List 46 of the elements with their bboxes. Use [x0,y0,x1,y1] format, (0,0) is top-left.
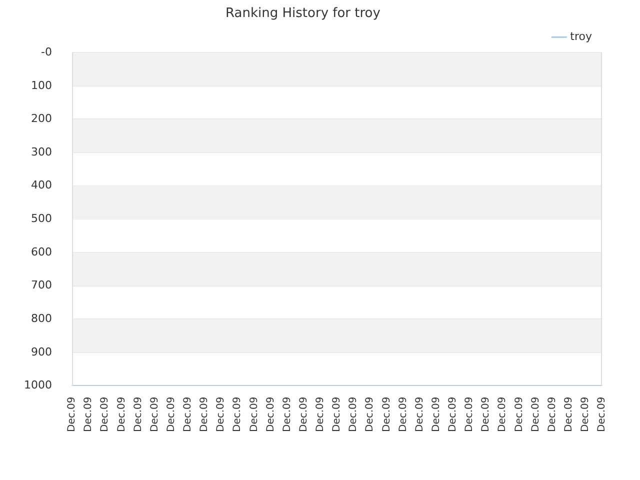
x-tick-label: Dec.09 [497,396,508,432]
x-tick-label: Dec.09 [414,396,426,432]
x-tick-label: Dec.09 [546,396,558,432]
x-tick-label: Dec.09 [596,396,608,432]
x-tick-label: Dec.09 [83,396,94,432]
y-tick-label: -0 [41,45,52,58]
x-tick-label: Dec.09 [448,396,459,432]
x-tick-label: Dec.09 [364,396,376,432]
y-tick-label: 1000 [24,378,52,392]
y-tick-label: 900 [30,345,52,358]
chart-title: Ranking History for troy [226,6,381,22]
x-tick-label: Dec.09 [430,396,442,432]
x-tick-label: Dec.09 [480,396,492,432]
x-tick-label: Dec.09 [248,396,260,432]
y-tick-label: 800 [30,312,52,325]
x-tick-label: Dec.09 [514,396,525,432]
y-tick-label: 100 [30,78,52,92]
y-tick-label: 300 [30,145,52,158]
x-tick-label: Dec.09 [282,396,293,432]
y-tick-label: 700 [30,278,52,292]
x-tick-label: Dec.09 [464,396,476,432]
y-tick-label: 500 [30,212,52,226]
x-tick-label: Dec.09 [265,396,276,432]
x-tick-label: Dec.09 [381,396,392,432]
x-tick-label: Dec.09 [563,396,574,432]
x-tick-label: Dec.09 [298,396,310,432]
x-tick-label: Dec.09 [332,396,343,432]
x-tick-label: Dec.09 [232,396,244,432]
x-tick-label: Dec.09 [149,396,160,432]
x-tick-label: Dec.09 [100,396,111,432]
legend-label: troy [570,30,592,43]
x-tick-label: Dec.09 [66,396,78,432]
x-tick-label: Dec.09 [166,396,177,432]
x-tick-label: Dec.09 [199,396,210,432]
y-tick-label: 600 [30,245,52,258]
x-tick-label: Dec.09 [580,396,592,432]
x-tick-label: Dec.09 [315,396,326,432]
x-tick-label: Dec.09 [182,396,194,432]
x-tick-label: Dec.09 [132,396,144,432]
x-tick-label: Dec.09 [348,396,360,432]
y-tick-label: 400 [30,178,52,192]
y-tick-label: 200 [30,112,52,126]
x-tick-label: Dec.09 [116,396,128,432]
x-tick-label: Dec.09 [216,396,227,432]
x-tick-label: Dec.09 [530,396,542,432]
x-tick-label: Dec.09 [398,396,409,432]
